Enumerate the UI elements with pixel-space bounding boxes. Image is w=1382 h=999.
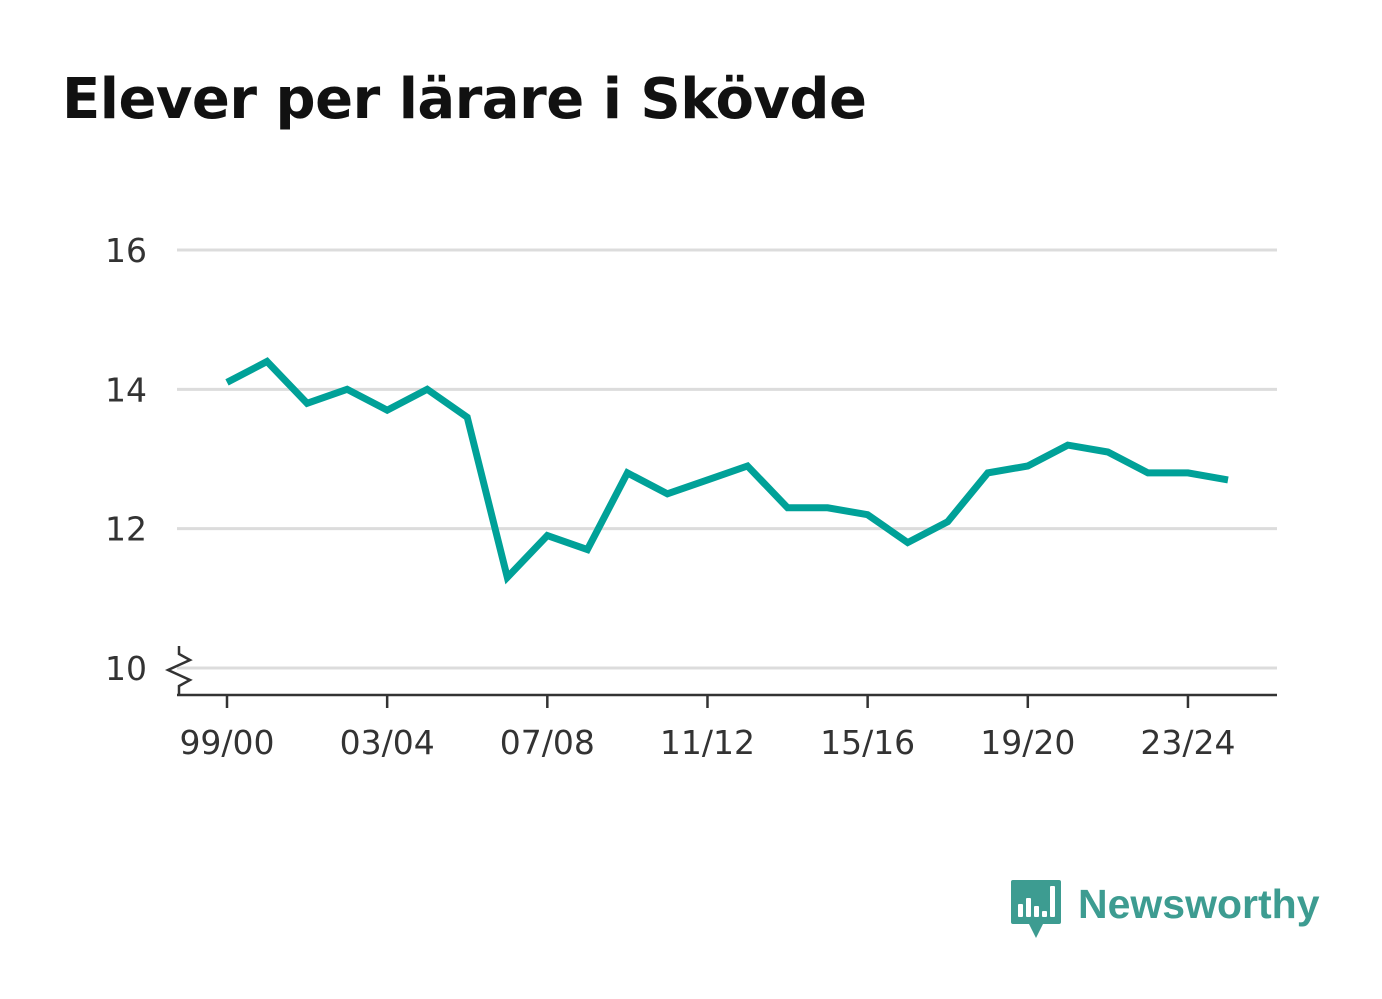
x-tick-label: 03/04 bbox=[340, 723, 435, 762]
y-tick-label: 14 bbox=[105, 370, 147, 409]
chart-title: Elever per lärare i Skövde bbox=[62, 67, 867, 132]
newsworthy-logo-icon bbox=[1011, 880, 1061, 938]
y-tick-label: 16 bbox=[105, 231, 147, 270]
x-tick-label: 15/16 bbox=[820, 723, 915, 762]
x-tick-label: 19/20 bbox=[980, 723, 1075, 762]
x-tick-labels: 99/00 03/04 07/08 11/12 15/16 19/20 23/24 bbox=[179, 723, 1235, 762]
gridlines bbox=[177, 248, 1277, 670]
x-tick-label: 23/24 bbox=[1140, 723, 1235, 762]
y-tick-labels: 10 12 14 16 bbox=[105, 231, 147, 688]
series bbox=[225, 357, 1229, 585]
x-tick-label: 11/12 bbox=[660, 723, 755, 762]
axes bbox=[164, 646, 1277, 708]
y-tick-label: 10 bbox=[105, 649, 147, 688]
series-line bbox=[225, 357, 1229, 585]
y-axis-break bbox=[164, 646, 193, 695]
brand-name: Newsworthy bbox=[1078, 881, 1320, 927]
x-tick-label: 07/08 bbox=[500, 723, 595, 762]
brand: Newsworthy bbox=[1010, 878, 1320, 942]
y-tick-label: 12 bbox=[105, 510, 147, 549]
x-tick-label: 99/00 bbox=[179, 723, 274, 762]
